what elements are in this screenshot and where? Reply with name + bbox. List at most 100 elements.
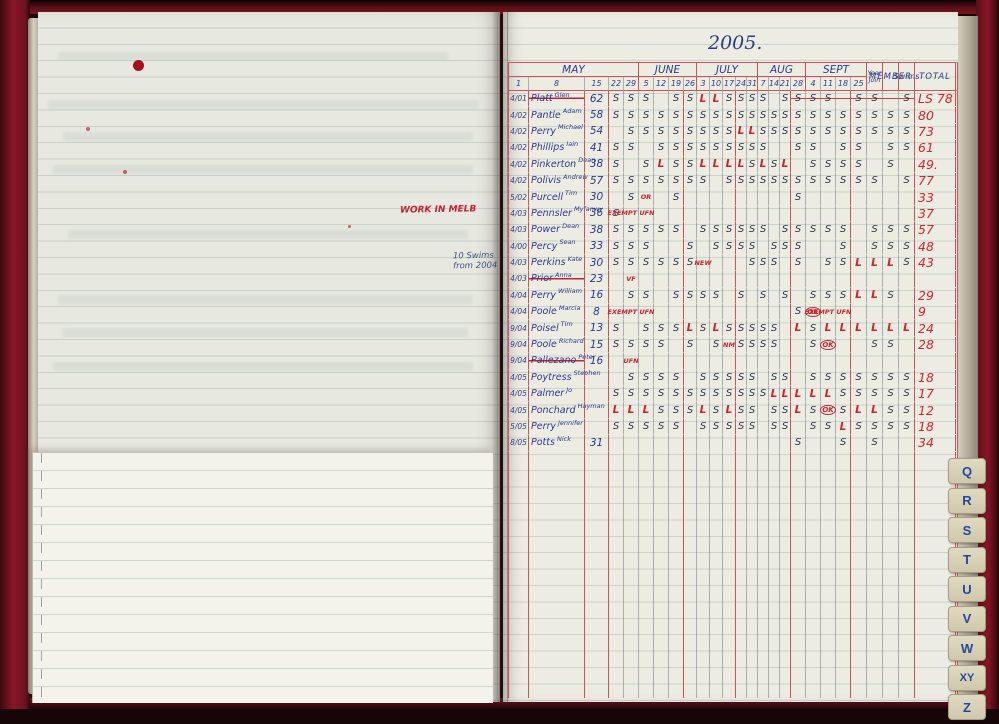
swim-mark: S — [839, 437, 847, 449]
swim-mark: S — [737, 371, 745, 383]
attendance-mark-cell — [653, 238, 668, 255]
attendance-mark-cell — [835, 353, 850, 370]
attendance-mark-cell — [898, 287, 914, 305]
attendance-mark-cell — [623, 320, 638, 337]
late-mark: L — [725, 158, 733, 171]
attendance-mark-cell — [735, 189, 746, 206]
swim-mark: S — [824, 93, 832, 105]
attendance-mark-cell — [683, 304, 696, 321]
bleed-through-smudge — [58, 295, 473, 304]
swim-mark: S — [657, 339, 665, 351]
swim-mark: S — [770, 125, 778, 137]
attendance-mark-cell — [638, 353, 653, 370]
attendance-mark-cell: S — [882, 156, 898, 173]
swim-mark: S — [642, 224, 650, 236]
attendance-mark-cell: S — [668, 140, 683, 157]
swim-mark: S — [657, 125, 665, 137]
attendance-mark-cell — [882, 353, 898, 370]
attendance-mark-cell: L — [696, 91, 709, 108]
attendance-mark-cell — [722, 254, 735, 272]
attendance-mark-cell — [735, 353, 746, 370]
attendance-mark-cell: S — [757, 254, 768, 272]
header-date-july-10: 10 — [709, 77, 722, 91]
attendance-mark-cell: L — [866, 287, 882, 305]
attendance-mark-cell: S — [668, 91, 683, 108]
swim-mark: S — [642, 421, 650, 432]
attendance-mark-cell — [898, 156, 914, 173]
row-prior-swims: 62 — [584, 91, 608, 108]
attendance-mark-cell: S — [608, 320, 623, 337]
bleed-through-smudge — [63, 328, 468, 337]
header-date-sept-18: 18 — [835, 77, 850, 91]
attendance-mark-cell: S — [722, 238, 735, 255]
header-year-join: Year Join — [866, 62, 882, 91]
attendance-mark-cell: L — [638, 402, 653, 419]
swim-mark: S — [903, 224, 910, 236]
member-given-name: Jo — [566, 385, 573, 394]
swim-mark: S — [627, 289, 635, 301]
attendance-mark-cell: L — [790, 386, 805, 403]
header-date-may-22: 22 — [608, 77, 623, 91]
swim-mark: S — [725, 388, 733, 400]
swim-mark: S — [855, 109, 862, 121]
attendance-mark-cell: S — [882, 418, 898, 436]
filler-date-col — [683, 451, 696, 698]
attendance-mark-cell — [638, 435, 653, 452]
attendance-mark-cell: S — [805, 369, 820, 387]
attendance-mark-cell: S — [805, 156, 820, 173]
attendance-mark-cell: S — [709, 402, 722, 419]
swim-mark: S — [809, 289, 817, 301]
filler-date-col — [820, 451, 835, 698]
attendance-mark-cell: S — [709, 238, 722, 255]
header-date-may-1: 1 — [508, 77, 528, 91]
red-annotation: UFN — [623, 356, 639, 365]
attendance-mark-cell: S — [768, 402, 779, 419]
swim-mark: S — [855, 158, 862, 170]
filler-date-col — [805, 451, 820, 698]
attendance-mark-cell — [805, 205, 820, 223]
member-given-name: Dean — [578, 156, 596, 165]
late-mark: L — [759, 158, 767, 171]
gutter-rule-line — [507, 12, 508, 702]
swim-mark: S — [794, 257, 802, 269]
swim-mark: S — [839, 404, 847, 416]
header-date-july-31: 31 — [746, 77, 757, 91]
attendance-mark-cell: S — [709, 222, 722, 239]
row-year-joined: 4/02 — [508, 107, 528, 124]
attendance-mark-cell — [608, 353, 623, 370]
swim-mark: S — [686, 158, 694, 170]
row-member-name: Potts Nick — [528, 435, 584, 452]
attendance-mark-cell: S — [668, 156, 683, 173]
attendance-mark-cell: S — [866, 369, 882, 387]
attendance-mark-cell — [696, 336, 709, 354]
attendance-mark-cell — [709, 205, 722, 223]
header-date-aug-28: 28 — [790, 77, 805, 91]
row-total: 61 — [914, 140, 958, 157]
row-prior-swims: 33 — [584, 238, 608, 255]
attendance-mark-cell: S — [668, 222, 683, 239]
attendance-mark-cell: S — [746, 172, 757, 190]
attendance-mark-cell: S — [746, 107, 757, 124]
attendance-mark-cell: S — [757, 222, 768, 239]
attendance-mark-cell: S — [866, 172, 882, 190]
attendance-mark-cell: S — [746, 369, 757, 387]
row-total: 48 — [914, 238, 958, 255]
attendance-mark-cell: S — [850, 386, 866, 403]
attendance-mark-cell — [709, 254, 722, 272]
swim-mark: S — [672, 322, 680, 334]
attendance-mark-cell: S — [898, 418, 914, 436]
swim-mark: S — [657, 322, 665, 334]
filler-date-col — [835, 451, 850, 698]
late-mark: L — [855, 322, 862, 335]
swim-mark: S — [672, 109, 680, 121]
attendance-mark-cell — [820, 353, 835, 370]
row-total: 33 — [914, 189, 958, 206]
swim-mark: S — [855, 93, 862, 105]
swim-mark: S — [794, 224, 802, 236]
attendance-mark-cell — [722, 205, 735, 223]
attendance-mark-cell: S — [722, 107, 735, 124]
attendance-mark-cell — [850, 435, 866, 452]
filler-date-col — [623, 451, 638, 698]
swim-mark: S — [725, 93, 733, 105]
